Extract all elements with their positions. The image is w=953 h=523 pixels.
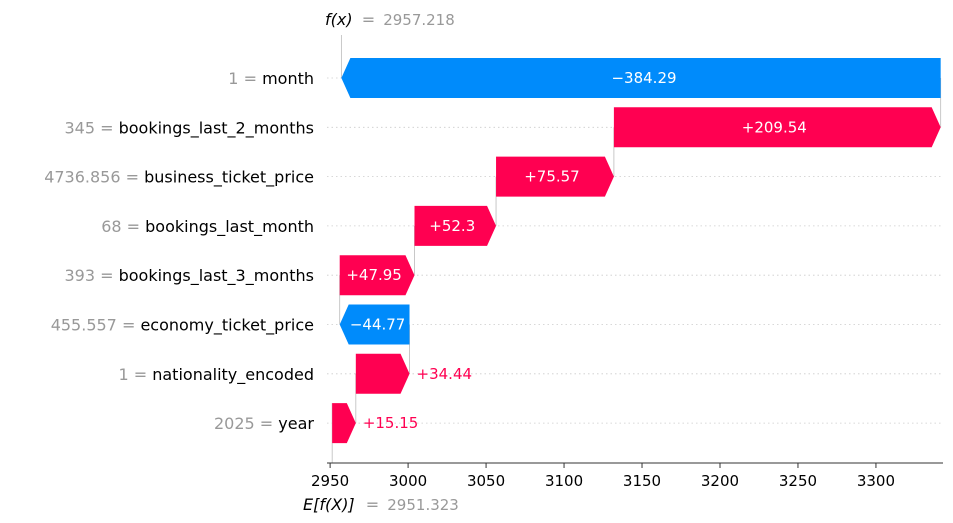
feature-value: 1 = [228, 69, 262, 88]
feature-value: 1 = [118, 365, 152, 384]
feature-value: 2025 = [214, 414, 278, 433]
feature-name: bookings_last_month [145, 217, 314, 237]
value-guides [331, 35, 942, 463]
feature-value: 68 = [101, 217, 145, 236]
x-tick-label: 2950 [311, 472, 349, 490]
expected-value-annotation: E[f(X)] = 2951.323 [303, 495, 459, 514]
x-tick-label: 3200 [701, 472, 739, 490]
bar-value-label: −384.29 [611, 69, 676, 87]
feature-name: business_ticket_price [144, 168, 314, 188]
x-tick-label: 3150 [623, 472, 661, 490]
feature-labels: −384.29 1 = month +209.54 345 = bookings_la… [44, 69, 807, 433]
bar-value-label: +47.95 [346, 266, 402, 284]
feature-label: 4736.856 = business_ticket_price [44, 168, 314, 188]
x-axis: 2950 3000 3050 3100 3150 3200 3250 3300 [311, 462, 943, 490]
feature-name: nationality_encoded [152, 365, 314, 385]
bar-bookings-last-month [414, 205, 497, 246]
feature-name: year [278, 414, 314, 433]
ex-value: 2951.323 [387, 496, 459, 514]
bars [332, 58, 941, 444]
feature-label: 1 = month [228, 69, 314, 88]
bar-economy-ticket-price [339, 304, 410, 345]
bar-value-label: +34.44 [417, 365, 473, 383]
fx-annotation: f(x) = 2957.218 [325, 10, 455, 29]
bar-value-label: +52.3 [429, 217, 475, 235]
bar-value-label: +15.15 [363, 414, 419, 432]
bar-value-label: +209.54 [742, 118, 807, 136]
bar-year [332, 403, 356, 444]
fx-label: f(x) [325, 10, 353, 29]
bar-value-label: −44.77 [350, 316, 406, 334]
feature-label: 68 = bookings_last_month [101, 217, 314, 237]
bar-month [341, 58, 941, 98]
x-tick-label: 3000 [389, 472, 427, 490]
feature-label: 345 = bookings_last_2_months [64, 118, 314, 138]
feature-name: month [262, 69, 314, 88]
feature-name: bookings_last_2_months [119, 118, 314, 138]
bar-business-ticket-price [496, 156, 614, 197]
x-tick-label: 3050 [467, 472, 505, 490]
bar-value-label: +75.57 [524, 168, 580, 186]
feature-label: 455.557 = economy_ticket_price [51, 316, 314, 336]
ex-label: E[f(X)] [303, 495, 355, 514]
feature-value: 345 = [64, 118, 118, 137]
feature-value: 4736.856 = [44, 168, 144, 187]
bar-nationality-encoded [355, 353, 410, 394]
x-tick-label: 3300 [857, 472, 895, 490]
feature-label: 1 = nationality_encoded [118, 365, 314, 385]
fx-value: 2957.218 [383, 11, 455, 29]
feature-name: economy_ticket_price [140, 316, 314, 336]
feature-name: bookings_last_3_months [119, 266, 314, 286]
feature-label: 393 = bookings_last_3_months [64, 266, 314, 286]
bar-bookings-last-2-months [613, 107, 941, 148]
feature-label: 2025 = year [214, 414, 314, 433]
feature-value: 393 = [64, 266, 118, 285]
bar-bookings-last-3-months [339, 255, 415, 296]
x-tick-label: 3250 [779, 472, 817, 490]
x-tick-label: 3100 [545, 472, 583, 490]
feature-value: 455.557 = [51, 316, 141, 335]
